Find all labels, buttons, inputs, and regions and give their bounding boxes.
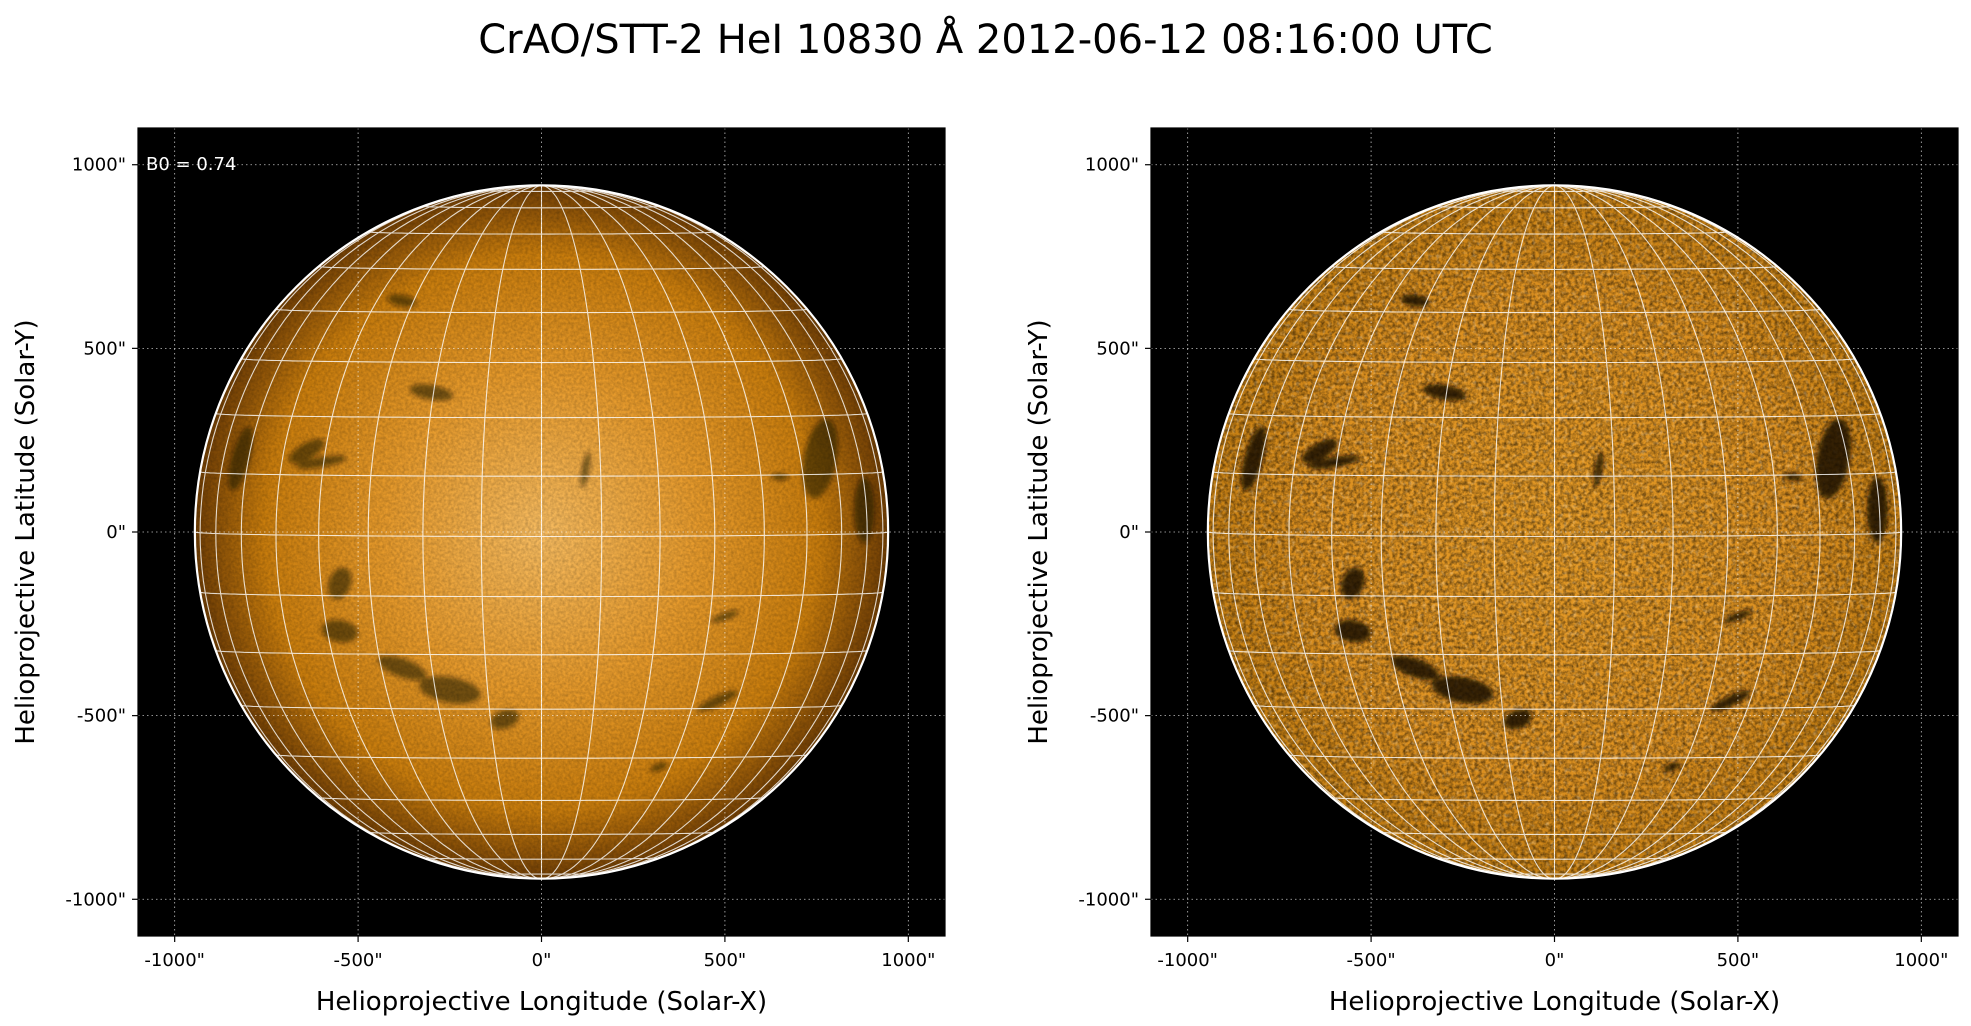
y-tick-label: 0" [1119, 522, 1139, 543]
x-tick-label: 500" [1717, 950, 1760, 971]
x-axis-label: Helioprojective Longitude (Solar-X) [1329, 987, 1780, 1017]
x-tick-label: 500" [704, 950, 747, 971]
y-axis-label: Helioprojective Latitude (Solar-Y) [11, 319, 41, 744]
x-tick-label: 0" [532, 950, 552, 971]
y-tick-label: -500" [77, 706, 126, 727]
plot-frame [1150, 127, 1959, 937]
y-tick-label: 1000" [1085, 155, 1139, 176]
y-tick-label: 500" [83, 338, 126, 359]
y-tick-label: -1000" [65, 889, 126, 910]
x-tick-label: -1000" [1157, 950, 1218, 971]
right-panel: -1000" -500" 0" 500" 1000" 1000" 500" 0" -500" -1… [1024, 127, 1959, 1017]
x-tick-label: 0" [1545, 950, 1565, 971]
x-axis-label: Helioprojective Longitude (Solar-X) [316, 987, 767, 1017]
b0-label: B0 = 0.74 [146, 154, 236, 175]
left-panel: -1000" -500" 0" 500" 1000" 1000" 500" 0" -500" -1… [11, 127, 946, 1017]
x-tick-label: 1000" [881, 950, 935, 971]
y-axis-label: Helioprojective Latitude (Solar-Y) [1024, 319, 1054, 744]
plot-frame [137, 127, 946, 937]
y-tick-label: 500" [1096, 338, 1139, 359]
x-tick-label: -1000" [144, 950, 205, 971]
x-tick-label: -500" [1347, 950, 1396, 971]
y-tick-label: 1000" [72, 155, 126, 176]
solar-limb [1206, 184, 1903, 880]
solar-limb [193, 184, 890, 880]
y-tick-label: 0" [106, 522, 126, 543]
filaments [1241, 294, 1888, 772]
heliographic-grid [1207, 185, 1902, 879]
y-tick-label: -1000" [1078, 889, 1139, 910]
y-tick-label: -500" [1090, 706, 1139, 727]
x-tick-label: -500" [334, 950, 383, 971]
figure-title: CrAO/STT-2 HeI 10830 Å 2012-06-12 08:16:… [478, 17, 1493, 63]
x-tick-label: 1000" [1894, 950, 1948, 971]
